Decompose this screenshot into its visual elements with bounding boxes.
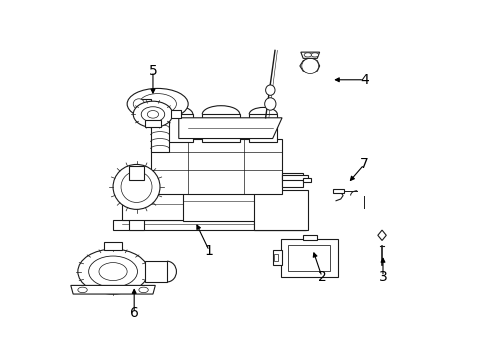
Polygon shape bbox=[280, 239, 338, 277]
Polygon shape bbox=[179, 118, 282, 139]
Ellipse shape bbox=[141, 107, 164, 122]
Polygon shape bbox=[183, 190, 258, 221]
Ellipse shape bbox=[310, 53, 318, 57]
Text: 4: 4 bbox=[359, 73, 368, 87]
Polygon shape bbox=[150, 104, 169, 152]
Ellipse shape bbox=[78, 249, 148, 294]
Ellipse shape bbox=[78, 287, 87, 293]
Ellipse shape bbox=[264, 98, 275, 110]
Ellipse shape bbox=[301, 58, 318, 73]
Bar bbox=[302, 177, 310, 182]
Ellipse shape bbox=[121, 171, 152, 202]
Polygon shape bbox=[113, 220, 305, 230]
Bar bbox=[144, 120, 161, 127]
Ellipse shape bbox=[265, 85, 274, 95]
Ellipse shape bbox=[88, 256, 137, 287]
Polygon shape bbox=[272, 250, 282, 265]
Polygon shape bbox=[150, 139, 282, 194]
Polygon shape bbox=[282, 175, 307, 180]
Ellipse shape bbox=[113, 165, 160, 210]
Polygon shape bbox=[253, 190, 307, 230]
Ellipse shape bbox=[127, 89, 188, 120]
Polygon shape bbox=[129, 166, 143, 180]
Bar bbox=[273, 254, 277, 261]
Text: 5: 5 bbox=[148, 64, 157, 78]
Polygon shape bbox=[71, 285, 155, 294]
Text: 3: 3 bbox=[378, 270, 386, 284]
Polygon shape bbox=[332, 189, 344, 193]
Ellipse shape bbox=[147, 111, 158, 118]
Ellipse shape bbox=[99, 262, 127, 280]
Text: 1: 1 bbox=[204, 244, 213, 258]
Ellipse shape bbox=[133, 101, 172, 127]
Text: 6: 6 bbox=[129, 306, 138, 320]
Polygon shape bbox=[253, 208, 305, 230]
Polygon shape bbox=[303, 235, 317, 240]
Polygon shape bbox=[299, 57, 319, 73]
Ellipse shape bbox=[304, 53, 311, 57]
Polygon shape bbox=[129, 218, 143, 230]
Polygon shape bbox=[155, 114, 192, 142]
Polygon shape bbox=[287, 245, 330, 271]
Polygon shape bbox=[103, 242, 122, 250]
Polygon shape bbox=[202, 114, 239, 142]
Polygon shape bbox=[249, 114, 277, 142]
Polygon shape bbox=[377, 230, 386, 240]
Ellipse shape bbox=[139, 287, 148, 293]
Text: 7: 7 bbox=[359, 157, 368, 171]
Polygon shape bbox=[300, 52, 319, 58]
Bar bbox=[139, 99, 150, 109]
Bar bbox=[170, 110, 181, 118]
Text: 2: 2 bbox=[317, 270, 325, 284]
Ellipse shape bbox=[133, 99, 144, 109]
Polygon shape bbox=[282, 173, 303, 187]
Ellipse shape bbox=[139, 94, 176, 114]
Polygon shape bbox=[122, 190, 188, 220]
Polygon shape bbox=[144, 261, 167, 282]
